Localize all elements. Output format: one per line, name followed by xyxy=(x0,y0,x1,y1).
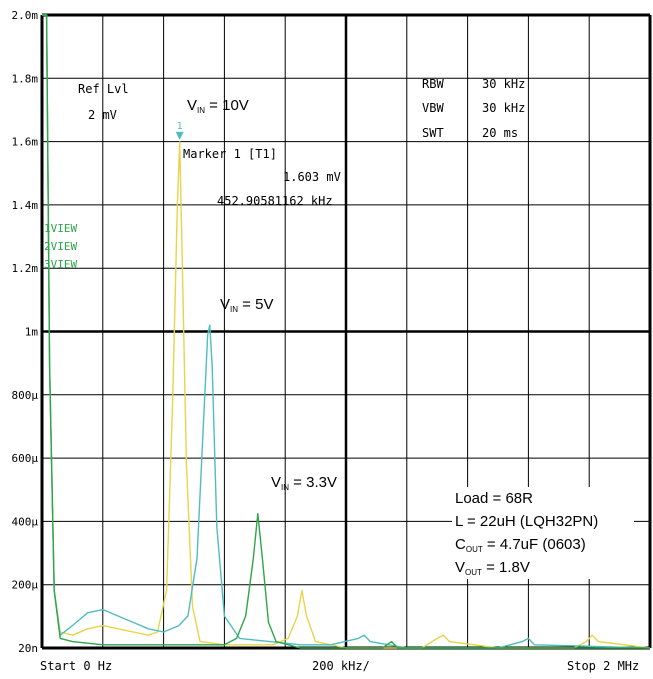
ref-lvl-value: 2 mV xyxy=(88,108,117,122)
vbw-value: 30 kHz xyxy=(482,101,525,115)
y-tick-label: 1m xyxy=(25,326,39,339)
swt-value: 20 ms xyxy=(482,126,518,140)
view-3-label: 3VIEW xyxy=(44,258,77,271)
vin-10v-label: VIN = 10V xyxy=(187,97,249,115)
rbw-label: RBW xyxy=(422,77,444,91)
vout-text: VOUT = 1.8V xyxy=(455,559,530,577)
vin-5v-label: VIN = 5V xyxy=(220,296,273,314)
y-tick-label: 200µ xyxy=(12,579,39,592)
view-2-label: 2VIEW xyxy=(44,240,77,253)
y-tick-label: 400µ xyxy=(12,515,39,528)
y-tick-label: 1.6m xyxy=(12,136,39,149)
inductor-text: L = 22uH (LQH32PN) xyxy=(455,513,598,530)
marker-triangle xyxy=(175,131,184,140)
ref-lvl-label: Ref Lvl xyxy=(78,82,129,96)
marker-frequency: 452.90581162 kHz xyxy=(217,194,333,208)
vbw-label: VBW xyxy=(422,101,444,115)
trace-1 xyxy=(42,14,651,649)
vin-3v3-label: VIN = 3.3V xyxy=(271,474,337,492)
y-tick-label: 1.8m xyxy=(12,72,39,85)
y-tick-label: 600µ xyxy=(12,452,39,465)
x-div-label: 200 kHz/ xyxy=(312,659,370,673)
cout-text: COUT = 4.7uF (0603) xyxy=(455,536,586,554)
y-tick-label: 1.4m xyxy=(12,199,39,212)
y-tick-label: 800µ xyxy=(12,389,39,402)
load-text: Load = 68R xyxy=(455,490,533,507)
trace-2 xyxy=(42,14,651,649)
rbw-value: 30 kHz xyxy=(482,77,525,91)
marker-title: Marker 1 [T1] xyxy=(183,147,277,161)
marker: 1 xyxy=(175,121,184,140)
y-tick-labels: 2.0m 1.8m 1.6m 1.4m 1.2m 1m 800µ 600µ 400µ 200µ 20… xyxy=(12,9,39,655)
conditions-block: Load = 68R L = 22uH (LQH32PN) COUT = 4.7… xyxy=(452,487,634,579)
swt-label: SWT xyxy=(422,126,444,140)
y-tick-label: 1.2m xyxy=(12,262,39,275)
x-start-label: Start 0 Hz xyxy=(40,659,112,673)
traces xyxy=(42,14,651,649)
view-1-label: 1VIEW xyxy=(44,222,77,235)
marker-number: 1 xyxy=(177,121,183,132)
marker-value: 1.603 mV xyxy=(283,170,341,184)
y-tick-label: 2.0m xyxy=(12,9,39,22)
x-stop-label: Stop 2 MHz xyxy=(567,659,639,673)
y-tick-label: 20n xyxy=(18,642,38,655)
trace-3 xyxy=(42,14,650,649)
